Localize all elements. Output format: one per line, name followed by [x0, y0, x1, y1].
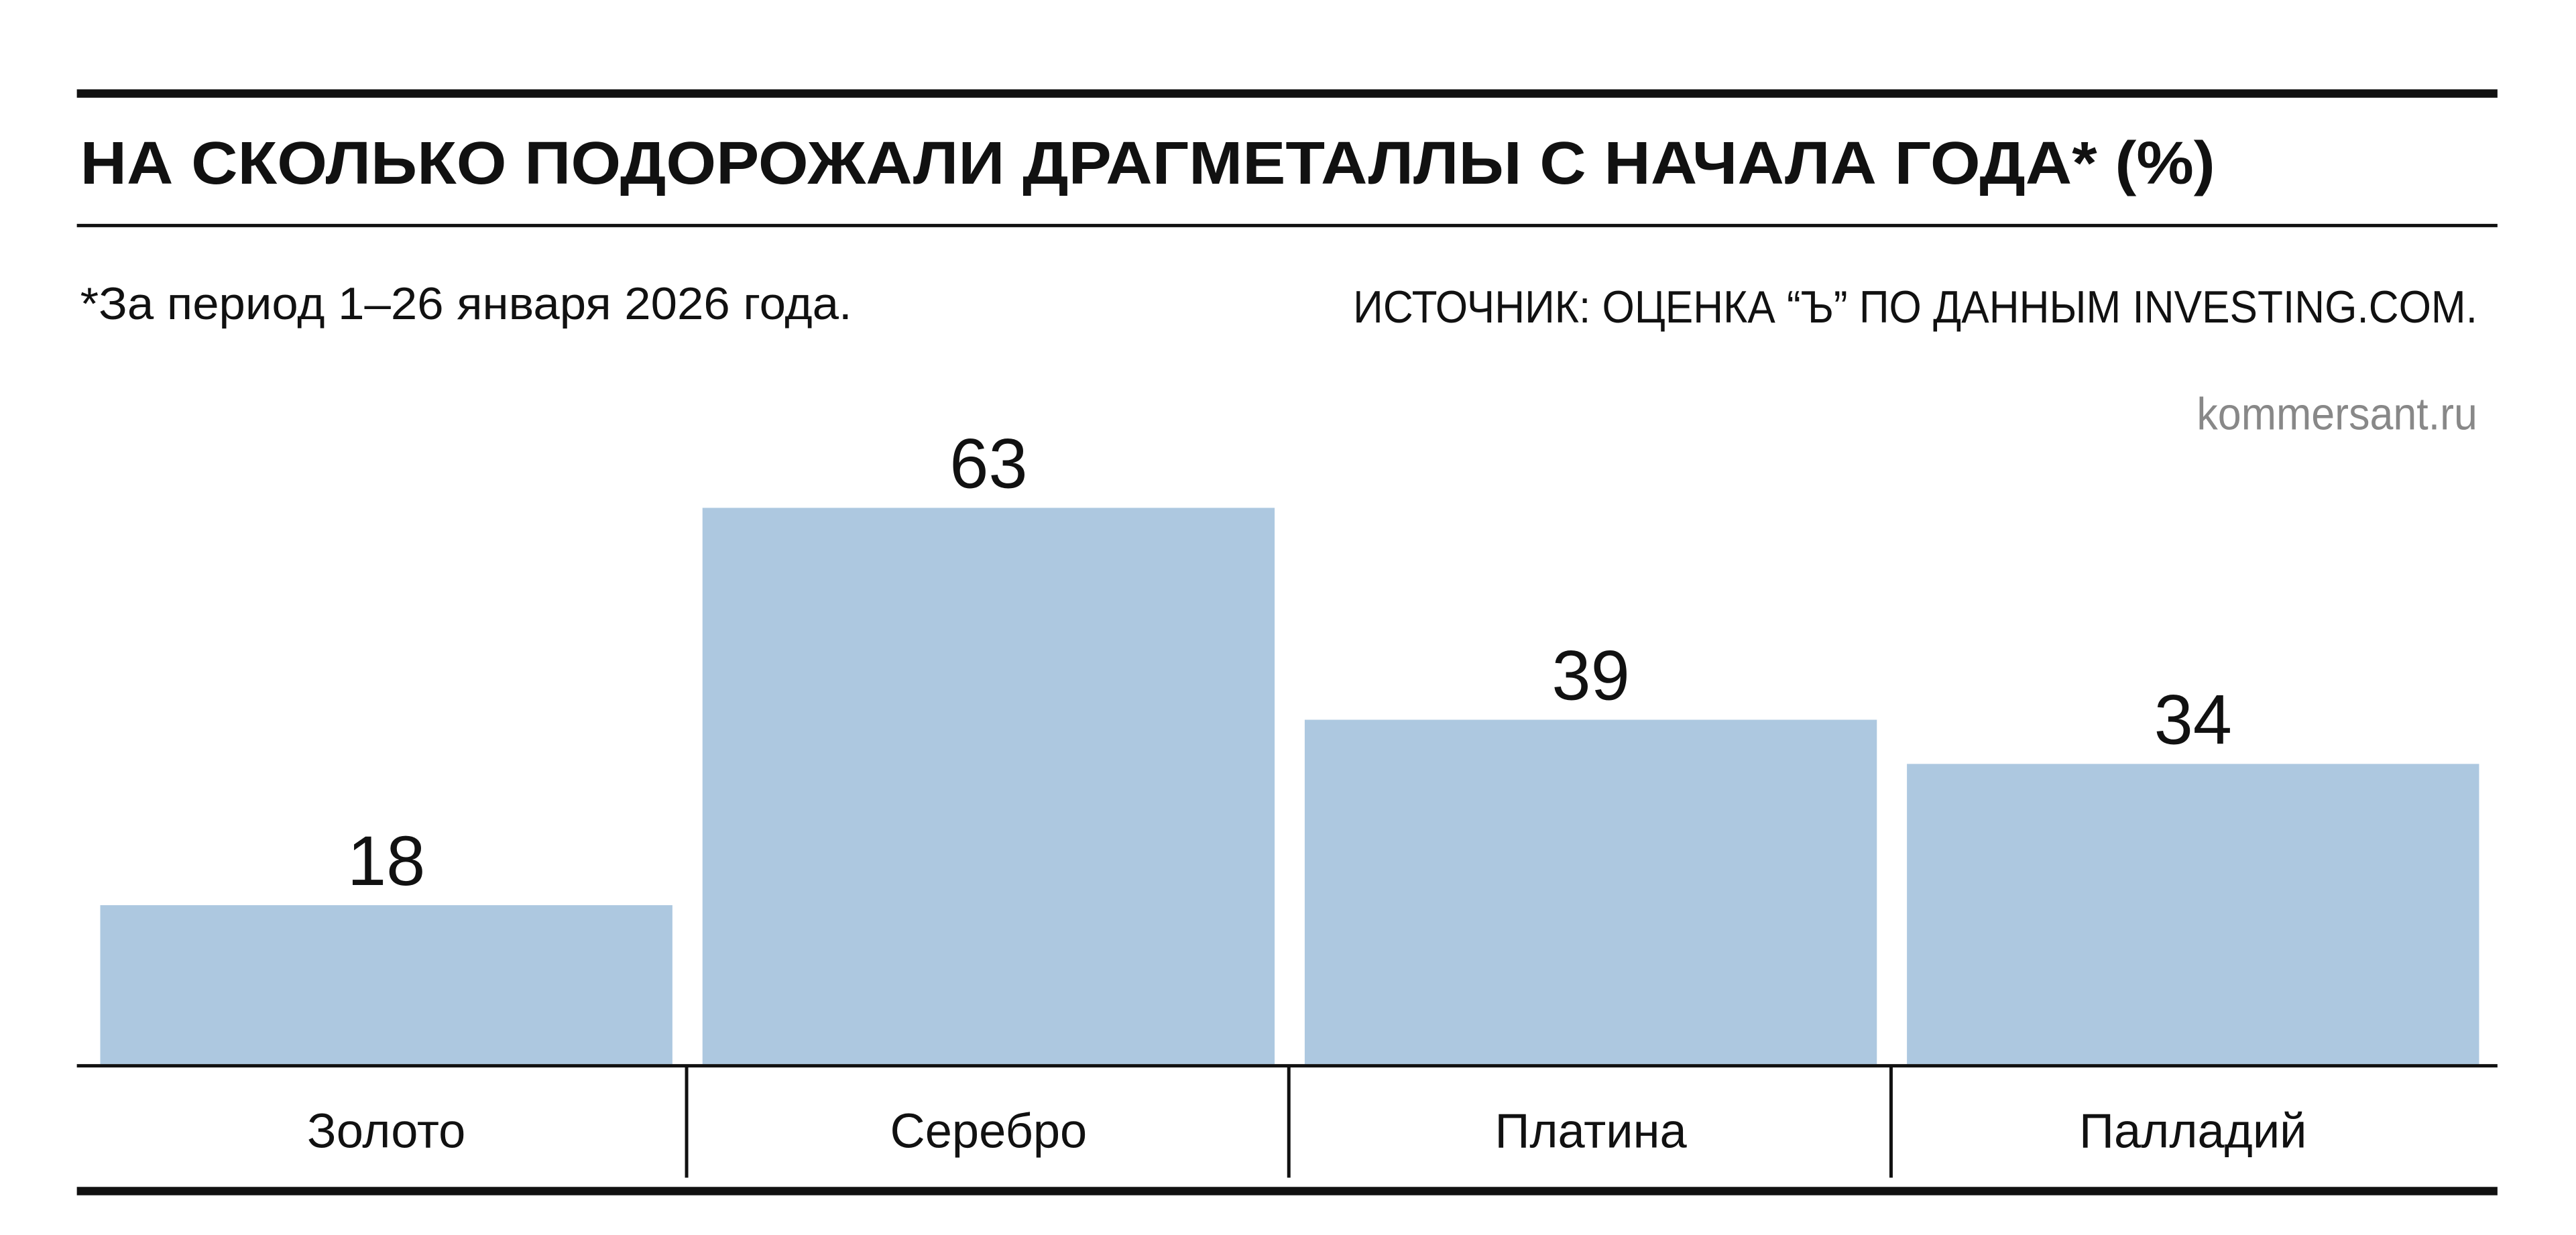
x-tick-label: Серебро — [890, 1105, 1088, 1159]
value-label: 63 — [949, 425, 1027, 504]
bar — [1907, 764, 2479, 1065]
chart-title: НА СКОЛЬКО ПОДОРОЖАЛИ ДРАГМЕТАЛЛЫ С НАЧА… — [80, 130, 2215, 197]
x-tick-label: Золото — [307, 1105, 465, 1159]
x-tick-label: Платина — [1495, 1105, 1687, 1159]
bar — [702, 508, 1275, 1065]
x-tick-label: Палладий — [2079, 1105, 2306, 1159]
value-label: 39 — [1552, 637, 1629, 715]
bar — [100, 905, 672, 1065]
value-label: 34 — [2154, 681, 2232, 759]
value-label: 18 — [347, 822, 425, 900]
plot: 18 Золото 63 Серебро 39 Платина 34 Палладий — [100, 425, 2479, 1178]
subtitle: *За период 1–26 января 2026 года. — [80, 279, 852, 329]
source: ИСТОЧНИК: ОЦЕНКА “Ъ” ПО ДАННЫМ INVESTING… — [1353, 282, 2477, 333]
bar — [1304, 719, 1877, 1065]
watermark: kommersant.ru — [2197, 389, 2477, 439]
